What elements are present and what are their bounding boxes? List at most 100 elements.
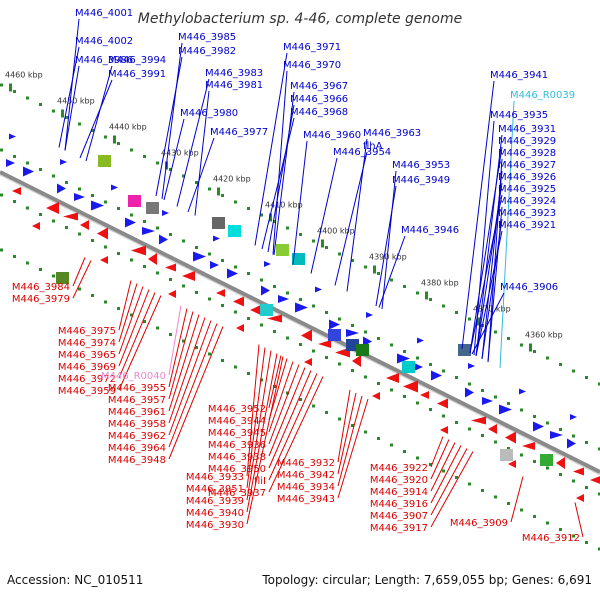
gene-label: M446_3957 [108,395,166,406]
track-dot [143,265,146,268]
gene-label-group: M446_3907 [370,448,468,522]
reverse-gene-arrow [250,304,263,316]
forward-gene-arrow [295,302,308,313]
track-dot [377,382,380,385]
gene-label-group: M446_3948 [108,326,224,466]
track-dot [572,534,575,538]
reverse-gene-arrow [100,256,108,264]
gene-leader-line [430,442,456,492]
gene-label-group: M446_3921 [475,220,556,357]
forward-gene-arrow [213,235,220,242]
track-dot [377,337,380,340]
gene-label: M446_3964 [108,443,166,454]
gene-leader-line [381,170,397,310]
gene-label: M446_4002 [75,36,133,47]
gene-label: M446_3981 [205,80,263,91]
track-dot [143,220,146,223]
reverse-gene-arrow [233,296,244,307]
gene-label: M446_3929 [498,136,556,147]
forward-gene-arrow [414,363,423,371]
gene-label: M446_3965 [58,350,116,361]
gene-leader-line [430,439,450,480]
gene-label-group: M446_3983 [176,68,263,207]
gene-label: M446_3917 [370,523,428,534]
gene-leader-line [64,65,80,151]
track-dot [39,168,42,171]
kbp-marker-label: 4460 kbp [5,71,43,80]
gene-label: M446_3914 [370,487,428,498]
forward-gene-arrow [550,431,563,439]
track-dot [13,90,16,93]
track-dot [299,343,302,346]
track-dot [221,194,224,197]
gene-leader-line [268,373,318,481]
gene-label: M446_3982 [178,46,236,57]
gene-label: M446_3941 [490,70,548,81]
track-dot [390,443,393,447]
gene-leader-line [246,344,260,477]
gene-leader-line [254,52,288,246]
gene-leader-line [510,476,524,523]
gene-label-group: flhA [334,141,383,286]
track-dot [78,232,81,236]
track-dot [364,430,367,434]
track-dot [455,311,458,314]
reverse-gene-arrow [576,494,584,502]
gene-leader-line [337,395,363,487]
gene-label: M446_3958 [108,419,166,430]
gene-leader-line [168,305,182,376]
gene-leader-line [194,90,210,216]
kbp-marker-label: 4410 kbp [265,201,303,210]
gene-block [98,155,111,167]
track-dot [390,343,393,347]
track-dot [117,207,120,210]
gene-label-group: M446_3952 [208,355,282,415]
gene-label: M446_3953 [392,160,450,171]
track-dot [585,441,588,444]
kbp-marker-label: 4420 kbp [213,175,251,184]
gene-label: M446_3950 [208,464,266,475]
track-dot [91,239,94,242]
kbp-tick-mark [217,187,220,196]
track-dot [39,103,42,106]
track-dot [546,466,549,470]
track-dot [299,398,302,401]
gene-label-group: M446_3909 [450,476,524,529]
gene-label-group: M446_3981 [194,80,263,216]
map-title: Methylobacterium sp. 4-46, complete geno… [138,11,462,27]
track-dot [429,463,432,466]
track-dot [208,352,211,356]
gene-label: M446_3933 [186,472,244,483]
track-dot [533,415,536,418]
track-dot [559,428,562,431]
track-dot [273,285,276,288]
gene-label: M446_3955 [108,383,166,394]
gene-label: M446_3963 [363,128,421,139]
track-dot [351,259,354,262]
gene-label-group: M446_3941 [461,70,548,350]
track-dot [507,402,510,405]
track-dot [104,245,107,249]
gene-label-group: M446_3920 [370,439,450,486]
kbp-marker-label: 4440 kbp [109,123,147,132]
gene-label-group: M446_3949 [375,175,450,307]
track-dot [507,502,510,505]
track-dot [26,261,29,265]
track-dot [338,417,341,421]
track-dot [533,460,536,463]
gene-block [276,244,289,256]
gene-label: M446_3962 [108,431,166,442]
gene-label: M446_3934 [277,482,335,493]
track-dot [468,427,471,431]
gene-leader-line [346,138,368,292]
gene-label-group: M446_R0040 [101,305,182,382]
track-dot [312,349,315,353]
track-dot [26,161,29,165]
track-dot [598,547,600,551]
track-dot [351,324,354,327]
track-dot [65,116,68,119]
gene-leader-line [163,118,185,201]
track-dot [130,148,133,152]
gene-leader-line [378,235,406,308]
track-dot [0,83,3,87]
